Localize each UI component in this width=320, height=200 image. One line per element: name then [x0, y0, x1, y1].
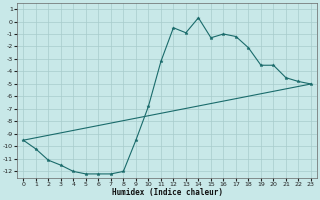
- X-axis label: Humidex (Indice chaleur): Humidex (Indice chaleur): [112, 188, 223, 197]
